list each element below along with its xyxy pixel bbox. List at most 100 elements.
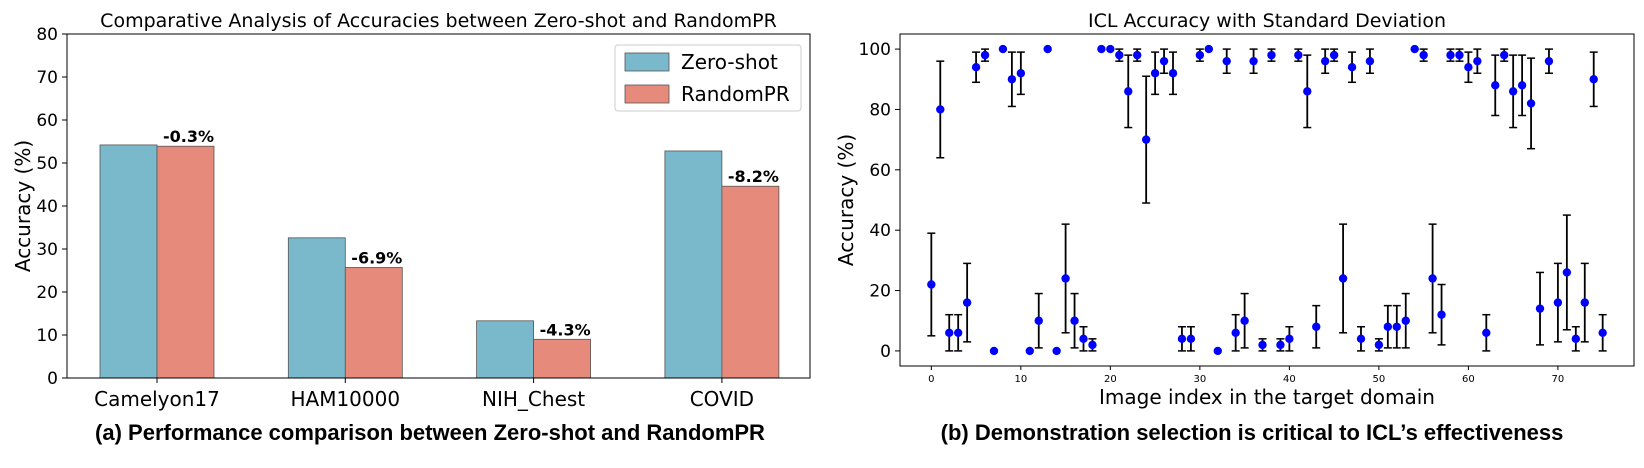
data-point — [1580, 298, 1589, 307]
data-point — [1526, 99, 1536, 108]
data-point — [971, 62, 981, 72]
data-point — [936, 105, 945, 114]
x-tick-label: Camelyon17 — [94, 387, 220, 411]
data-point — [1294, 50, 1303, 60]
data-point — [1410, 44, 1419, 54]
x-tick-label: 40 — [1283, 374, 1296, 385]
x-tick-label: 60 — [1462, 374, 1475, 385]
data-point — [1204, 44, 1214, 54]
data-point — [1338, 274, 1348, 283]
data-point — [1419, 50, 1428, 60]
data-point — [1043, 44, 1052, 54]
data-point — [1571, 334, 1581, 344]
data-point — [1383, 322, 1393, 331]
data-point — [927, 280, 936, 289]
data-point — [1303, 87, 1312, 96]
data-point — [1401, 316, 1410, 325]
data-point — [1464, 62, 1473, 72]
data-point — [1329, 50, 1339, 60]
data-point — [1437, 310, 1446, 319]
x-tick-label: NIH_Chest — [482, 387, 585, 411]
data-point — [1222, 56, 1231, 66]
caption-b: (b) Demonstration selection is critical … — [940, 420, 1564, 445]
x-tick-label: 50 — [1373, 374, 1386, 385]
data-point — [1285, 334, 1294, 344]
bar-zero-shot-3 — [664, 150, 723, 379]
data-point — [1598, 328, 1607, 337]
y-tick-label: 40 — [869, 221, 891, 241]
y-tick-label: 10 — [36, 326, 58, 346]
data-point — [998, 44, 1008, 54]
data-point — [1258, 340, 1267, 350]
data-point — [989, 346, 999, 356]
data-point — [1267, 50, 1276, 60]
figure-canvas: Comparative Analysis of Accuracies betwe… — [11, 10, 1635, 411]
y-tick-label: 20 — [36, 283, 58, 303]
x-tick-label: 0 — [928, 374, 934, 385]
bar-annotation: -6.9% — [351, 248, 402, 267]
data-point — [1079, 334, 1088, 344]
bar-zero-shot-0 — [99, 144, 158, 379]
data-point — [1446, 50, 1455, 60]
data-point — [1347, 62, 1357, 72]
y-tick-label: 80 — [36, 25, 58, 45]
data-point — [1052, 346, 1061, 356]
data-point — [1025, 346, 1034, 356]
data-point — [1392, 322, 1401, 331]
data-point — [1312, 322, 1321, 331]
data-point — [1455, 50, 1464, 60]
bar-zero-shot-2 — [476, 320, 535, 379]
x-tick-label: 10 — [1014, 374, 1027, 385]
bar-annotation: -0.3% — [163, 127, 214, 146]
data-point — [1124, 87, 1133, 96]
x-tick-label: COVID — [690, 387, 754, 411]
data-point — [1106, 44, 1115, 54]
data-point — [1195, 50, 1205, 60]
data-point — [1320, 56, 1330, 66]
x-tick-label: 20 — [1104, 374, 1117, 385]
data-point — [980, 50, 990, 60]
legend-swatch — [624, 84, 670, 104]
data-point — [1097, 44, 1106, 54]
data-point — [1168, 69, 1178, 78]
bar-annotation: -4.3% — [540, 320, 591, 339]
data-point — [945, 328, 954, 337]
legend-swatch — [624, 52, 670, 72]
data-point — [1231, 328, 1240, 337]
data-point — [1589, 75, 1598, 84]
data-point — [1240, 316, 1249, 325]
data-point — [1356, 334, 1366, 344]
data-point — [1249, 56, 1258, 66]
data-point — [1276, 340, 1285, 350]
data-point — [1070, 316, 1079, 325]
y-tick-label: 20 — [869, 282, 891, 302]
x-tick-label: HAM10000 — [290, 387, 400, 411]
bar-randompr-0 — [156, 145, 215, 379]
chart-a-ylabel: Accuracy (%) — [11, 140, 35, 272]
data-point — [1061, 274, 1070, 283]
bar-annotation: -8.2% — [728, 167, 779, 186]
data-point — [1491, 81, 1500, 90]
data-point — [1428, 274, 1437, 283]
data-point — [1508, 87, 1518, 96]
y-tick-label: 30 — [36, 240, 58, 260]
y-tick-label: 100 — [859, 40, 891, 60]
data-point — [1553, 298, 1563, 307]
data-point — [1088, 340, 1097, 350]
x-tick-label: 70 — [1552, 374, 1565, 385]
caption-a: (a) Performance comparison between Zero-… — [95, 420, 765, 445]
data-point — [1473, 56, 1482, 66]
legend-label: RandomPR — [681, 82, 790, 106]
chart-b-xlabel: Image index in the target domain — [1099, 385, 1435, 409]
data-point — [1133, 50, 1142, 60]
data-point — [1482, 328, 1491, 337]
y-tick-label: 80 — [869, 100, 891, 120]
chart-b-ylabel: Accuracy (%) — [834, 134, 858, 266]
chart-b-title: ICL Accuracy with Standard Deviation — [1088, 10, 1446, 32]
data-point — [953, 328, 963, 337]
data-point — [1141, 135, 1151, 144]
y-tick-label: 0 — [47, 369, 58, 389]
data-point — [1016, 69, 1026, 78]
data-point — [1034, 316, 1043, 325]
bar-zero-shot-1 — [287, 237, 346, 379]
